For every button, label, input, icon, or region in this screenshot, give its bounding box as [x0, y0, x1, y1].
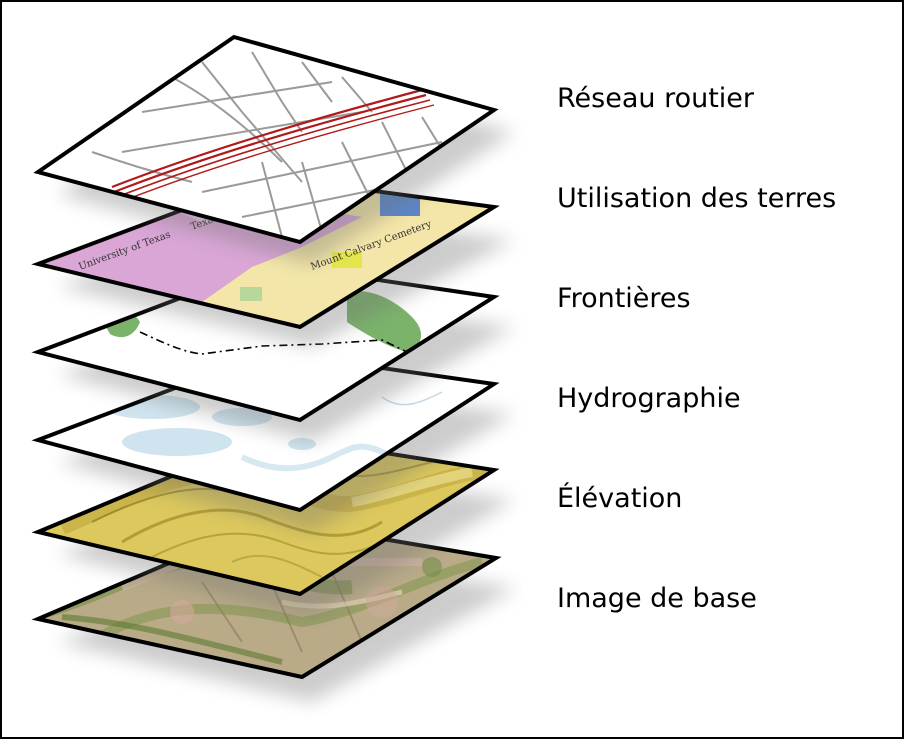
label-hydrography: Hydrographie [557, 383, 741, 414]
label-boundaries: Frontières [557, 283, 691, 314]
label-land-use: Utilisation des terres [557, 183, 837, 214]
layer-road-network [33, 34, 514, 264]
label-road-network: Réseau routier [557, 83, 755, 114]
label-elevation: Élévation [557, 483, 683, 514]
label-base-image: Image de base [557, 583, 757, 614]
